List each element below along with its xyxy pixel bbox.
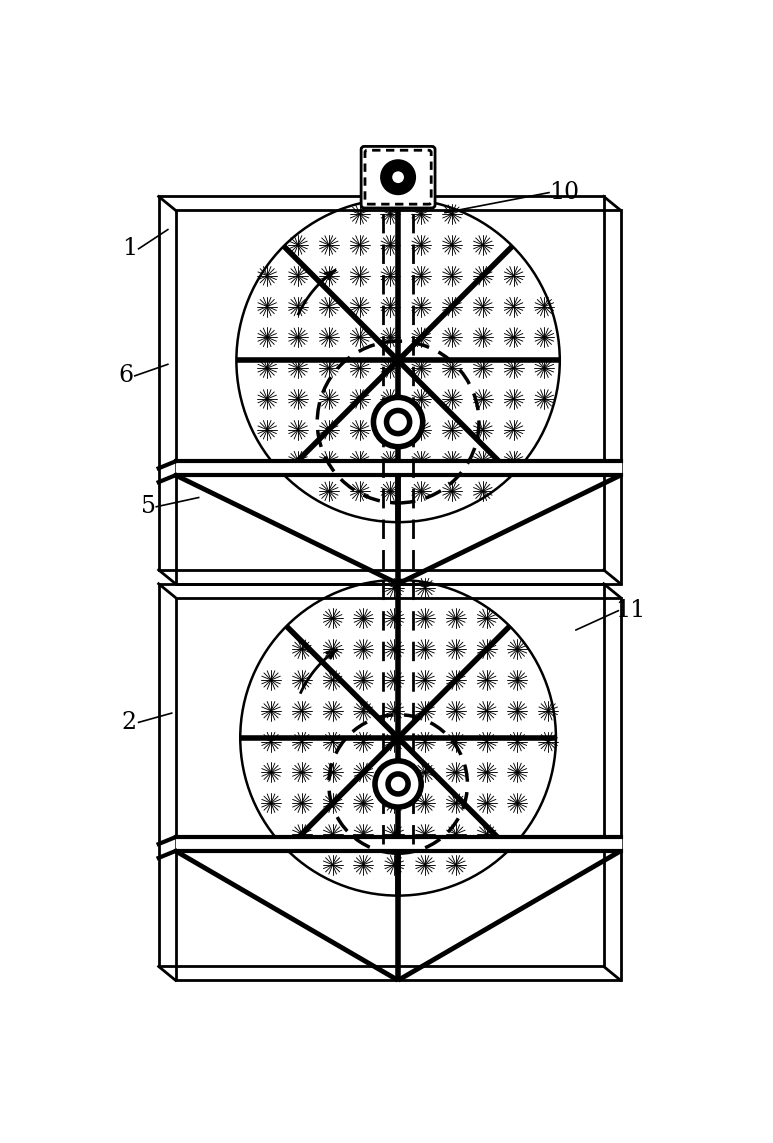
- Circle shape: [388, 774, 408, 794]
- Bar: [158, 584, 604, 967]
- Text: 5: 5: [141, 495, 156, 518]
- Bar: [175, 598, 621, 981]
- Text: 6: 6: [118, 365, 133, 387]
- FancyBboxPatch shape: [361, 146, 435, 208]
- Circle shape: [381, 160, 415, 194]
- Circle shape: [386, 410, 410, 433]
- Circle shape: [391, 170, 405, 184]
- Circle shape: [373, 398, 423, 447]
- Bar: [158, 197, 604, 570]
- Text: 11: 11: [615, 599, 645, 622]
- Text: 2: 2: [122, 711, 137, 734]
- Text: 10: 10: [550, 181, 580, 205]
- Circle shape: [375, 761, 421, 807]
- Bar: [175, 210, 621, 584]
- Text: 1: 1: [122, 238, 137, 261]
